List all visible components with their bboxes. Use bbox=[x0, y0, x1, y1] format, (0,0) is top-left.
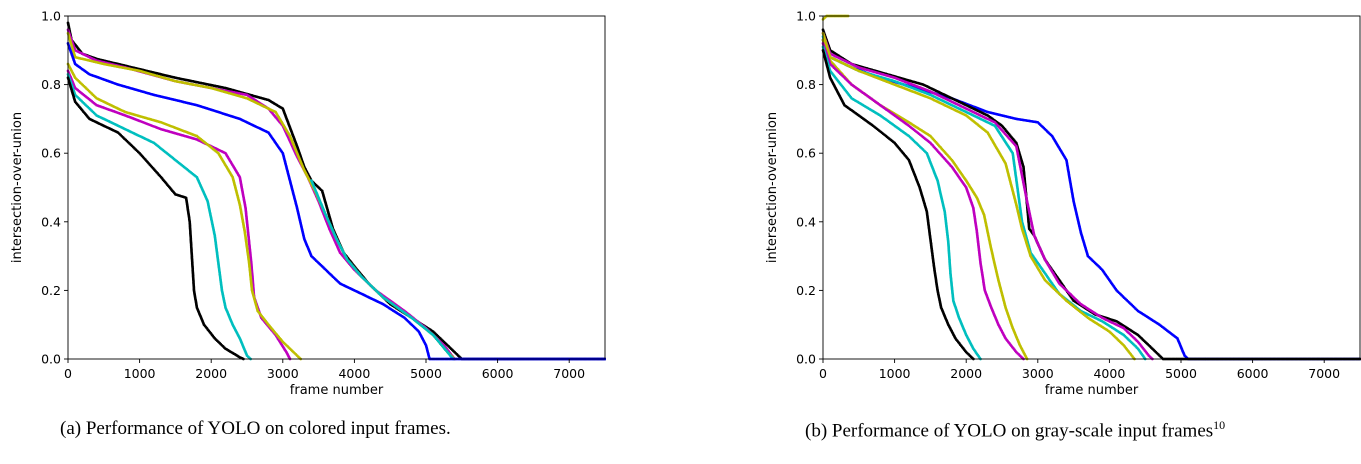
series-0 bbox=[821, 14, 850, 21]
x-tick-label: 5000 bbox=[410, 366, 442, 381]
series-8 bbox=[66, 76, 245, 361]
x-tick-label: 0 bbox=[64, 366, 72, 381]
y-tick-label: 0.6 bbox=[41, 146, 61, 161]
series-2 bbox=[66, 31, 456, 361]
series-4 bbox=[821, 35, 1147, 361]
y-tick-label: 0.2 bbox=[41, 283, 61, 298]
x-tick-label: 2000 bbox=[195, 366, 227, 381]
series-7 bbox=[66, 72, 252, 361]
x-tick-label: 3000 bbox=[267, 366, 299, 381]
x-tick-label: 6000 bbox=[482, 366, 514, 381]
series-4 bbox=[66, 42, 606, 361]
x-tick-label: 7000 bbox=[553, 366, 585, 381]
x-tick-label: 1000 bbox=[124, 366, 156, 381]
x-axis-label: frame number bbox=[290, 383, 384, 398]
axes-frame bbox=[67, 15, 606, 360]
series-5 bbox=[66, 69, 292, 361]
x-tick-label: 4000 bbox=[338, 366, 370, 381]
series-6 bbox=[66, 62, 303, 361]
y-tick-label: 1.0 bbox=[41, 9, 61, 24]
plot-area bbox=[821, 14, 1361, 361]
y-tick-label: 0.4 bbox=[41, 214, 61, 229]
chart-a: 0 1000 2000 3000 4000 5000 6000 7000 0.0 0.2 0.4 0.… bbox=[10, 9, 606, 398]
series-1 bbox=[66, 28, 456, 361]
chart-b: 0 1000 2000 3000 4000 5000 6000 70000.00.20.40.… bbox=[765, 9, 1361, 398]
y-tick-label: 0.0 bbox=[41, 352, 61, 367]
plot-area bbox=[66, 21, 606, 361]
y-tick-label: 0.8 bbox=[41, 77, 61, 92]
series-5 bbox=[821, 31, 1136, 361]
series-3 bbox=[310, 179, 455, 361]
series-3 bbox=[821, 31, 1154, 361]
y-axis-label: intersection-over-union bbox=[10, 112, 25, 263]
